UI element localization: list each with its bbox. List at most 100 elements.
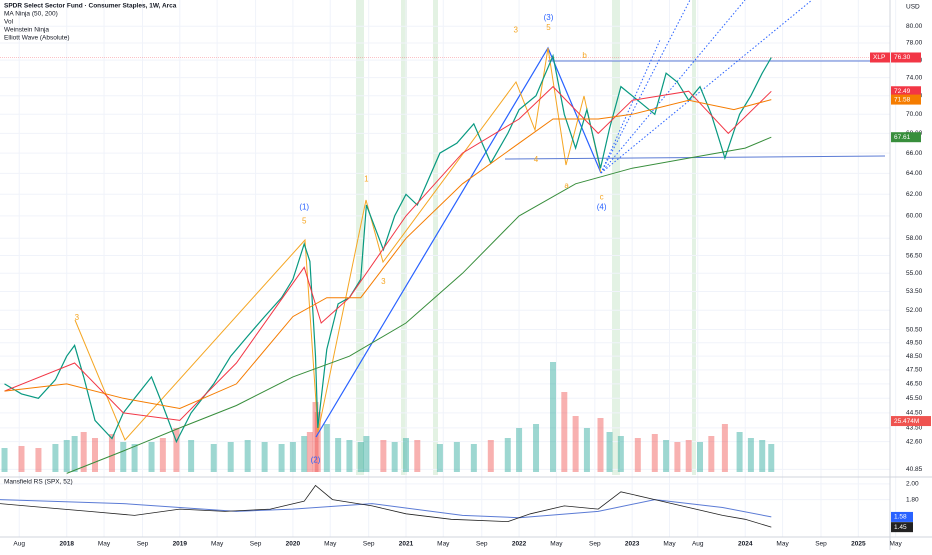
wave-label: c (600, 193, 604, 202)
legend-item: Elliott Wave (Absolute) (4, 35, 70, 42)
volume-bar (651, 434, 658, 472)
x-tick-label: 2024 (738, 541, 753, 548)
volume-bar (487, 440, 494, 472)
volume-bar (391, 442, 398, 472)
wave-label: (2) (311, 456, 321, 465)
x-tick-label: 2019 (173, 541, 188, 548)
band (612, 0, 620, 475)
y-tick-label: 56.50 (906, 252, 923, 259)
volume-bar (148, 442, 155, 472)
y-tick-label: 46.50 (906, 381, 923, 388)
x-tick-label: Aug (13, 541, 25, 548)
x-tick-label: May (776, 541, 789, 548)
volume-bar (63, 440, 70, 472)
volume-bar (380, 440, 387, 472)
price-badge-label: 67.61 (894, 134, 911, 141)
volume-bar (674, 442, 681, 472)
y-tick-label: 40.85 (906, 466, 923, 473)
volume-bar (414, 440, 421, 472)
x-tick-label: 2020 (286, 541, 301, 548)
volume-bar (697, 442, 704, 472)
volume-bar (617, 436, 624, 472)
volume-badge-label: 25.474M (894, 418, 919, 425)
volume-bar (663, 440, 670, 472)
y-tick-label: 43.50 (906, 425, 923, 432)
x-tick-label: May (663, 541, 676, 548)
legend-item: Weinstein Ninja (4, 27, 49, 34)
y-tick-label: 42.60 (906, 438, 923, 445)
volume-bar (561, 392, 568, 472)
price-badge (891, 86, 921, 97)
rs-badge-label: 1.58 (894, 514, 907, 521)
x-tick-label: May (890, 541, 903, 548)
price-badge-label: 71.58 (894, 96, 911, 103)
volume-bar (188, 440, 195, 472)
volume-bar (261, 442, 268, 472)
volume-bar (597, 418, 604, 472)
volume-bar (301, 436, 308, 472)
y-tick-label: 78.00 (906, 40, 923, 47)
volume-bar (685, 440, 692, 472)
band (356, 0, 364, 475)
volume-bar (52, 444, 59, 472)
rs-tick-label: 2.00 (906, 481, 919, 488)
volume-bar (721, 424, 728, 472)
wave-line (74, 47, 602, 441)
volume-bar (1, 448, 8, 472)
volume-bar (346, 440, 353, 472)
legend-item: Vol (4, 19, 14, 26)
y-tick-label: 62.00 (906, 191, 923, 198)
rs-badge (891, 511, 913, 522)
wave-label: 1 (364, 175, 369, 184)
volume-bar (453, 442, 460, 472)
fan-line (600, 0, 691, 174)
volume-bar (708, 436, 715, 472)
volume-bar (533, 424, 540, 472)
volume-bar (357, 442, 364, 472)
volume-bar (314, 412, 321, 472)
volume-bar (583, 428, 590, 472)
y-tick-label: 53.50 (906, 288, 923, 295)
x-tick-label: Sep (476, 541, 488, 548)
moving-average (4, 99, 772, 410)
volume-bar (402, 438, 409, 472)
y-tick-label: 66.00 (906, 150, 923, 157)
volume-bar (108, 434, 115, 472)
volume-bar (768, 444, 775, 472)
volume-bar (634, 438, 641, 472)
volume-bar (289, 442, 296, 472)
wave-label: 5 (302, 217, 307, 226)
x-tick-label: Sep (589, 541, 601, 548)
fan-line (600, 0, 746, 174)
volume-bar (436, 444, 443, 472)
volume-bar (736, 432, 743, 472)
wave-label: 3 (75, 313, 80, 322)
series (0, 53, 890, 474)
symbol-badge-label: XLP (873, 54, 885, 61)
volume-bar (606, 432, 613, 472)
volume-pane (1, 362, 775, 472)
x-tick-label: Aug (692, 541, 704, 548)
x-tick-label: 2018 (59, 541, 74, 548)
wave-label: b (582, 51, 587, 60)
x-tick-label: Sep (250, 541, 262, 548)
rs-pane (0, 484, 772, 528)
y-tick-label: 55.00 (906, 270, 923, 277)
volume-bar (572, 416, 579, 472)
y-tick-label: 44.50 (906, 410, 923, 417)
volume-bar (80, 432, 87, 472)
volume-bar (306, 432, 313, 472)
volume-bar (210, 444, 217, 472)
x-tick-label: Sep (363, 541, 375, 548)
rs-badge-label: 1.45 (894, 524, 907, 531)
volume-bar (470, 444, 477, 472)
grid (0, 0, 897, 537)
wave-drawings (74, 0, 886, 441)
x-tick-label: Sep (137, 541, 149, 548)
volume-bar (549, 362, 556, 472)
x-tick-label: May (98, 541, 111, 548)
wave-label: 4 (534, 155, 539, 164)
